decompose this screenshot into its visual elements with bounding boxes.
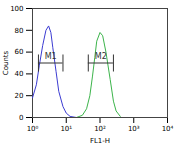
svg-text:40: 40 (15, 70, 24, 78)
svg-text:10¹: 10¹ (60, 125, 72, 133)
svg-text:10⁴: 10⁴ (162, 125, 174, 133)
svg-text:M1: M1 (45, 52, 57, 61)
svg-text:FL1-H: FL1-H (90, 137, 110, 145)
svg-text:Counts: Counts (2, 50, 10, 75)
svg-text:10²: 10² (94, 125, 106, 133)
svg-text:20: 20 (15, 92, 24, 100)
svg-text:10⁰: 10⁰ (27, 125, 39, 133)
svg-text:10³: 10³ (128, 125, 140, 133)
svg-text:80: 80 (15, 27, 24, 35)
svg-text:60: 60 (15, 48, 24, 56)
svg-text:100: 100 (10, 5, 23, 13)
svg-text:0: 0 (19, 114, 23, 122)
svg-text:M2: M2 (95, 52, 107, 61)
